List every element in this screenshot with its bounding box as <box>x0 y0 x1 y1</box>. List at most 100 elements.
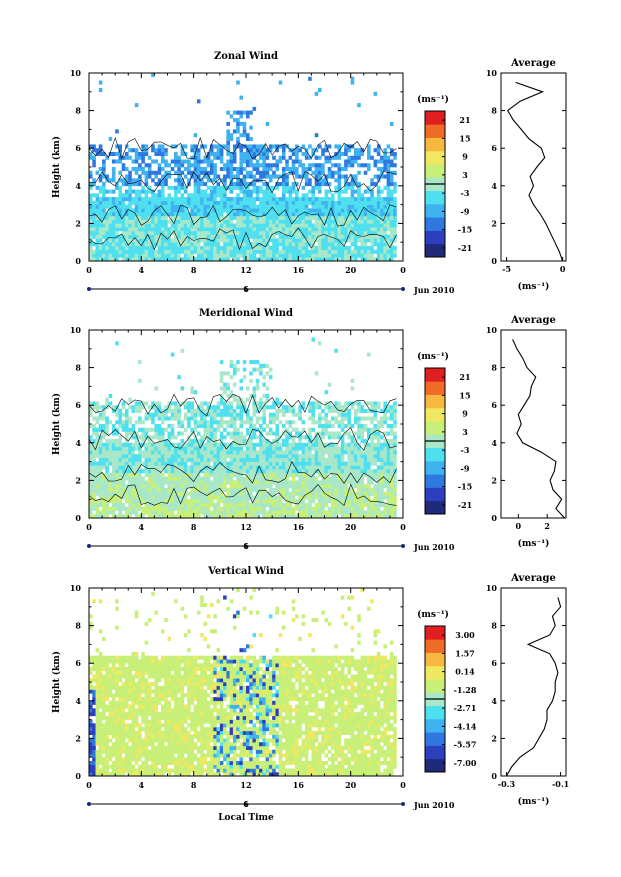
heatmap-cell <box>154 492 158 496</box>
heatmap-cell <box>135 499 139 503</box>
heatmap-cell <box>295 242 299 246</box>
heatmap-cell <box>145 171 149 175</box>
heatmap-cell <box>239 484 243 488</box>
heatmap-cell <box>331 231 335 235</box>
heatmap-cell <box>220 238 224 242</box>
heatmap-cell <box>197 409 201 413</box>
heatmap-cell <box>141 159 145 163</box>
heatmap-cell <box>122 454 126 458</box>
heatmap-cell <box>92 484 96 488</box>
heatmap-cell <box>99 205 103 209</box>
heatmap-cell <box>360 201 364 205</box>
heatmap-cell <box>367 167 371 171</box>
heatmap-cell <box>102 253 106 257</box>
heatmap-cell <box>181 465 185 469</box>
heatmap-cell <box>203 193 207 197</box>
heatmap-cell <box>311 223 315 227</box>
heatmap-cell <box>223 175 227 179</box>
heatmap-cell <box>158 253 162 257</box>
heatmap-cell <box>302 227 306 231</box>
heatmap-cell <box>308 462 312 466</box>
heatmap-cell <box>259 144 263 148</box>
heatmap-cell <box>377 507 381 511</box>
heatmap-cell <box>318 171 322 175</box>
heatmap-cell <box>230 409 234 413</box>
heatmap-cell <box>236 510 240 514</box>
heatmap-cell <box>246 469 250 473</box>
heatmap-cell <box>311 413 315 417</box>
heatmap-cell <box>354 503 358 507</box>
heatmap-cell <box>321 484 325 488</box>
heatmap-cell <box>275 473 279 477</box>
heatmap-cell <box>308 197 312 201</box>
heatmap-cell <box>239 462 243 466</box>
heatmap-cell <box>194 190 198 194</box>
heatmap-cell <box>269 144 273 148</box>
heatmap-cell <box>269 216 273 220</box>
heatmap-cell <box>325 413 329 417</box>
heatmap-cell <box>374 469 378 473</box>
heatmap-cell <box>292 495 296 499</box>
heatmap-cell <box>148 443 152 447</box>
heatmap-cell <box>256 246 260 250</box>
heatmap-cell <box>266 443 270 447</box>
heatmap-cell <box>282 220 286 224</box>
heatmap-cell <box>292 250 296 254</box>
heatmap-cell <box>200 223 204 227</box>
heatmap-cell <box>213 458 217 462</box>
heatmap-cell <box>390 253 394 257</box>
heatmap-cell <box>266 484 270 488</box>
heatmap-cell <box>89 216 93 220</box>
heatmap-cell <box>164 175 168 179</box>
heatmap-cell <box>262 250 266 254</box>
heatmap-cell <box>360 405 364 409</box>
heatmap-cell <box>249 227 253 231</box>
heatmap-cell <box>148 462 152 466</box>
heatmap-cell <box>181 246 185 250</box>
heatmap-cell <box>115 469 119 473</box>
heatmap-cell <box>102 447 106 451</box>
heatmap-cell <box>99 492 103 496</box>
heatmap-cell <box>236 465 240 469</box>
heatmap-cell <box>190 409 194 413</box>
heatmap-cell <box>289 447 293 451</box>
heatmap-cell <box>256 379 260 383</box>
heatmap-cell <box>125 235 129 239</box>
heatmap-cell <box>118 220 122 224</box>
heatmap-cell <box>197 246 201 250</box>
heatmap-cell <box>226 454 230 458</box>
heatmap-cell <box>347 220 351 224</box>
heatmap-cell <box>128 171 132 175</box>
heatmap-cell <box>161 416 165 420</box>
heatmap-cell <box>158 462 162 466</box>
heatmap-cell <box>239 477 243 481</box>
heatmap-cell <box>161 223 165 227</box>
heatmap-cell <box>354 242 358 246</box>
heatmap-cell <box>292 167 296 171</box>
heatmap-cell <box>102 152 106 156</box>
heatmap-cell <box>203 420 207 424</box>
heatmap-cell <box>207 488 211 492</box>
heatmap-cell <box>112 450 116 454</box>
heatmap-cell <box>357 458 361 462</box>
heatmap-cell <box>230 435 234 439</box>
heatmap-cell <box>184 197 188 201</box>
heatmap-cell <box>161 450 165 454</box>
heatmap-cell <box>292 458 296 462</box>
heatmap-cell <box>256 205 260 209</box>
heatmap-cell <box>194 492 198 496</box>
heatmap-cell <box>262 223 266 227</box>
heatmap-cell <box>181 477 185 481</box>
heatmap-cell <box>177 235 181 239</box>
heatmap-cell <box>141 432 145 436</box>
heatmap-cell <box>239 212 243 216</box>
heatmap-cell <box>295 152 299 156</box>
heatmap-cell <box>217 443 221 447</box>
heatmap-cell <box>158 465 162 469</box>
heatmap-cell <box>259 208 263 212</box>
heatmap-cell <box>210 250 214 254</box>
heatmap-cell <box>125 420 129 424</box>
heatmap-cell <box>118 208 122 212</box>
heatmap-cell <box>141 484 145 488</box>
heatmap-cell <box>380 473 384 477</box>
